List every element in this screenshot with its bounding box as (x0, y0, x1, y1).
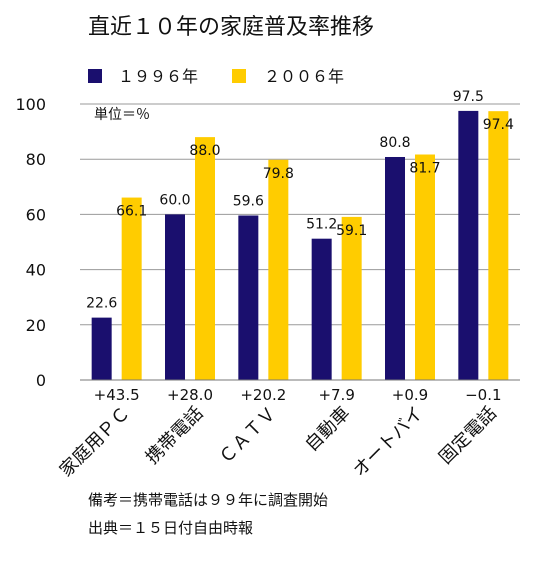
data-label: 66.1 (116, 204, 147, 220)
data-label: 59.1 (336, 223, 367, 239)
source-note: 出典＝１５日付自由時報 (88, 519, 253, 537)
y-tick-label: 0 (36, 371, 46, 390)
bar-1996 (238, 215, 259, 380)
bars (91, 110, 509, 381)
y-tick-label: 20 (26, 316, 46, 335)
difference-label: +0.9 (392, 386, 428, 404)
bar-2006 (121, 197, 142, 380)
bar-1996 (458, 110, 479, 381)
data-label: 79.8 (263, 166, 294, 182)
legend: １９９６年 ２００６年 (88, 67, 344, 86)
difference-labels: +43.5 +28.0 +20.2 +7.9 +0.9 −0.1 (94, 386, 502, 404)
data-label: 59.6 (233, 194, 264, 210)
data-label: 22.6 (86, 296, 117, 312)
difference-label: −0.1 (465, 386, 501, 404)
category-label: 家庭用ＰＣ (56, 403, 134, 481)
data-label: 97.4 (483, 117, 514, 133)
data-label: 81.7 (409, 161, 440, 177)
category-label: 固定電話 (435, 403, 501, 469)
bar-2006 (341, 216, 362, 380)
data-label: 51.2 (306, 217, 337, 233)
remark-note: 備考＝携帯電話は９９年に調査開始 (88, 491, 328, 509)
y-axis: 0 20 40 60 80 100 (15, 95, 46, 390)
category-label: 自動車 (301, 403, 354, 456)
legend-swatch-2006 (232, 69, 246, 83)
bar-2006 (488, 111, 509, 381)
category-label: オートバイ (349, 403, 427, 481)
data-labels: 22.6 66.1 60.0 88.0 59.6 79.8 51.259.1 80.8 81.7… (86, 89, 514, 312)
y-tick-label: 60 (26, 205, 46, 224)
legend-swatch-1996 (88, 69, 102, 83)
data-label: 60.0 (159, 192, 190, 208)
data-label: 88.0 (189, 143, 220, 159)
category-label: 携帯電話 (142, 403, 208, 469)
bar-1996 (91, 317, 112, 380)
y-tick-label: 100 (15, 95, 46, 114)
difference-label: +20.2 (240, 386, 286, 404)
legend-label-1996: １９９６年 (118, 67, 198, 86)
difference-label: +28.0 (167, 386, 213, 404)
legend-label-2006: ２００６年 (264, 67, 344, 86)
grid-lines (80, 103, 520, 326)
y-tick-label: 40 (26, 261, 46, 280)
bar-1996 (165, 214, 185, 380)
data-label: 80.8 (379, 135, 410, 151)
bar-2006 (195, 137, 215, 380)
difference-label: +7.9 (318, 386, 354, 404)
bar-1996 (311, 238, 332, 380)
bar-1996 (385, 156, 405, 380)
data-label: 97.5 (453, 89, 484, 105)
unit-label: 単位＝％ (94, 107, 150, 123)
bar-2006 (268, 159, 289, 380)
category-label: ＣＡＴＶ (215, 403, 281, 469)
y-tick-label: 80 (26, 150, 46, 169)
chart-title: 直近１０年の家庭普及率推移 (88, 15, 374, 40)
difference-label: +43.5 (94, 386, 140, 404)
bar-2006 (415, 154, 435, 380)
